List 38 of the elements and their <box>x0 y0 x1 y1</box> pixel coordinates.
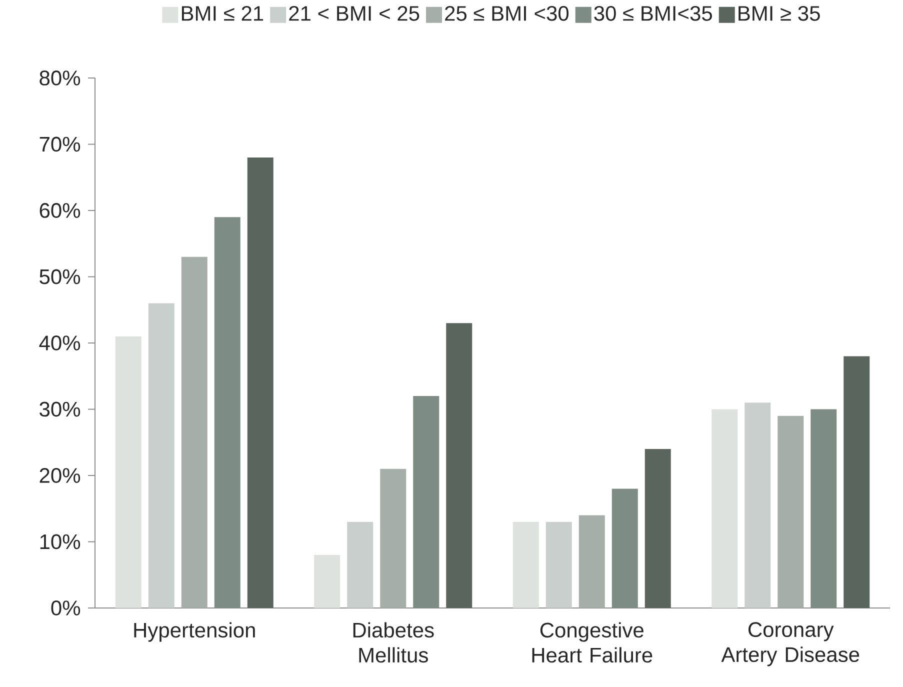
y-tick-label: 20% <box>40 468 80 483</box>
y-tick-label: 50% <box>40 269 80 284</box>
bar <box>712 409 738 608</box>
bar <box>214 217 240 608</box>
y-tick-label: 30% <box>40 402 80 417</box>
bar <box>380 468 406 608</box>
y-tick-label: 0% <box>51 600 80 616</box>
bar <box>314 554 340 608</box>
bar <box>778 416 804 608</box>
x-tick-label: Hypertension <box>134 622 255 642</box>
bar <box>512 522 539 608</box>
bar <box>148 303 174 608</box>
x-tick-label: Coronary Artery Disease <box>721 622 860 666</box>
bar <box>810 409 837 608</box>
bar <box>844 356 870 608</box>
bar <box>546 522 572 608</box>
legend-label: BMI ≥ 35 <box>738 6 820 21</box>
bar <box>347 522 374 608</box>
bar <box>446 323 472 608</box>
bar <box>744 402 771 608</box>
bar <box>247 157 274 608</box>
y-tick-label: 70% <box>40 136 80 152</box>
bar <box>644 448 671 608</box>
y-tick-label: 10% <box>40 534 80 550</box>
y-tick-label: 80% <box>40 70 80 86</box>
bar <box>578 515 605 608</box>
bar <box>612 488 638 608</box>
bar <box>181 256 208 608</box>
bar <box>115 336 142 608</box>
x-tick-label: Diabetes Mellitus <box>353 622 434 663</box>
legend-label: 30 ≤ BMI<35 <box>594 6 712 21</box>
legend-label: BMI ≤ 21 <box>182 6 264 21</box>
bar <box>413 396 440 608</box>
y-tick-label: 40% <box>39 336 80 350</box>
legend-label: 21 < BMI < 25 <box>289 6 420 21</box>
y-tick-label: 60% <box>40 203 80 218</box>
legend-label: 25 ≤ BMI <30 <box>445 6 569 21</box>
x-tick-label: Congestive Heart Failure <box>532 622 652 663</box>
